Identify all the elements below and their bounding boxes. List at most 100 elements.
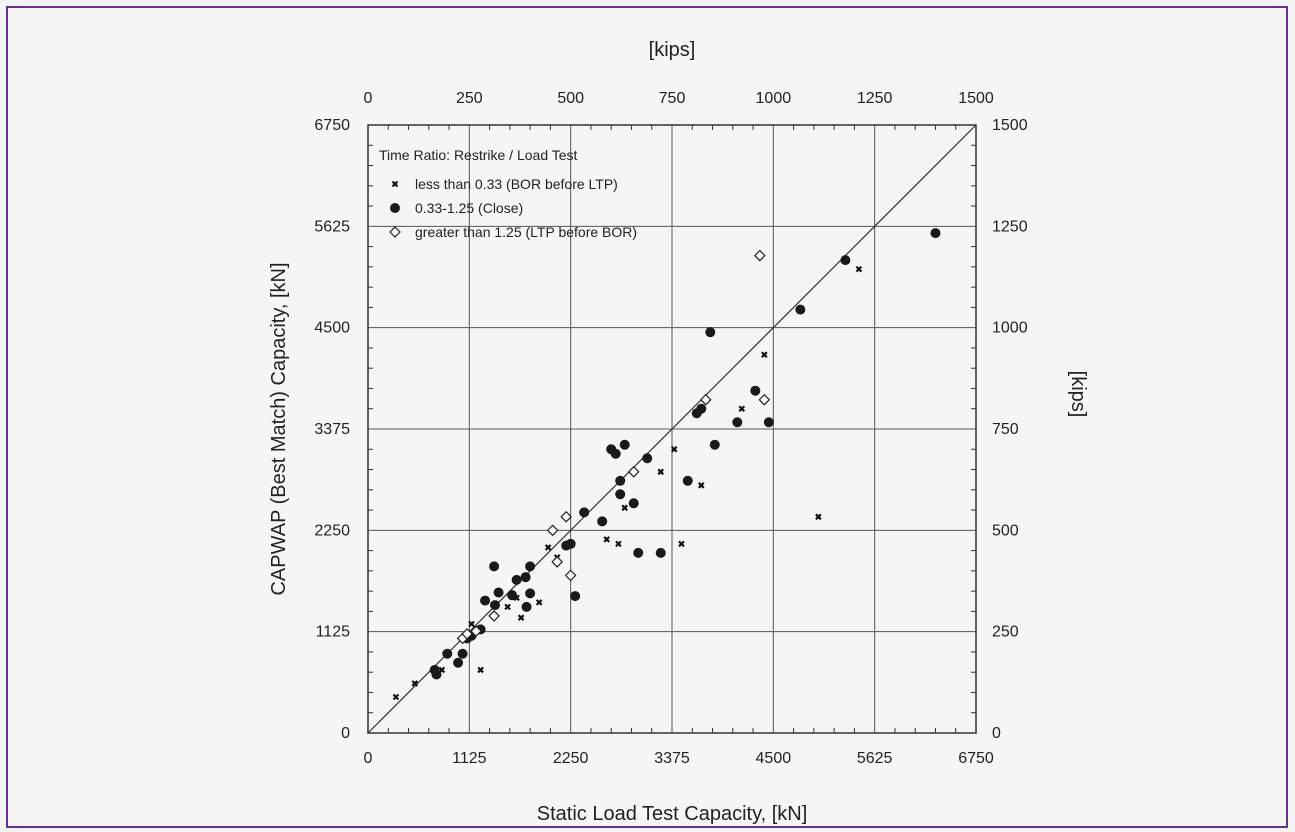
legend-entry-less-than: less than 0.33 (BOR before LTP) [415,176,618,192]
point-less-than [544,544,552,551]
point-close [750,385,761,396]
y-tick-label: 2250 [314,522,350,539]
right-tick-label: 1250 [992,218,1028,235]
point-less-than [761,351,768,358]
point-close [628,498,639,509]
top-tick-label: 250 [456,90,483,107]
top-tick-label: 1000 [756,90,792,107]
legend-markers [389,180,401,238]
point-less-than [603,536,610,543]
point-greater-than [488,610,500,622]
y-axis-label: CAPWAP (Best Match) Capacity, [kN] [268,262,290,595]
point-close [579,507,590,518]
x-tick-label: 6750 [958,750,994,767]
point-close [642,453,653,464]
top-tick-label: 1250 [857,90,893,107]
point-close [705,327,716,338]
point-greater-than [470,625,482,638]
point-close [696,403,707,414]
point-close [493,587,504,598]
point-less-than [517,614,525,621]
top-tick-label: 750 [659,90,686,107]
point-close [763,417,774,428]
point-close [655,547,666,558]
point-close [521,601,532,612]
point-close [525,588,536,599]
point-close [619,439,630,450]
point-close [489,561,500,572]
point-close [930,228,941,239]
point-less-than [657,468,665,476]
legend-entry-greater-than: greater than 1.25 (LTP before BOR) [415,224,637,240]
scatter-chart: 0 1125 2250 3375 4500 5625 6750 0 250 500 750 1000 1… [268,39,1089,825]
point-less-than [504,603,511,611]
right-tick-label: 250 [992,624,1019,641]
point-close [511,574,522,585]
point-less-than [815,513,822,521]
tick-labels: 0 1125 2250 3375 4500 5625 6750 0 250 500 750 1000 1… [314,90,1027,767]
point-close [597,516,608,527]
point-less-than [535,599,543,606]
top-tick-label: 0 [364,90,373,107]
x-tick-label: 0 [364,750,373,767]
point-close [840,255,851,266]
point-less-than [477,666,484,674]
point-close [570,591,581,602]
y-tick-label: 6750 [314,117,350,134]
y-tick-label: 0 [341,725,350,742]
right-axis-label: [kips] [1067,371,1089,418]
point-greater-than [551,556,564,568]
plot-area [367,124,977,734]
point-less-than [738,405,746,413]
x-tick-label: 5625 [857,750,893,767]
point-close [732,417,743,428]
legend-marker [390,203,400,213]
x-tick-label: 3375 [654,750,690,767]
point-less-than [855,265,863,273]
point-greater-than [560,510,573,523]
point-close [709,439,720,450]
point-close [610,448,621,459]
point-close [525,561,536,572]
point-less-than [411,680,419,687]
point-close [682,475,693,486]
right-tick-label: 750 [992,421,1019,438]
legend-title: Time Ratio: Restrike / Load Test [379,147,578,163]
legend: Time Ratio: Restrike / Load Test less th… [379,147,637,240]
top-tick-label: 500 [557,90,584,107]
point-close [490,600,501,611]
y-tick-label: 3375 [314,421,350,438]
point-close [507,590,518,601]
point-close [615,475,626,486]
right-tick-label: 1500 [992,117,1028,134]
point-close [442,648,453,659]
point-close [457,648,468,659]
point-less-than [392,693,400,701]
point-greater-than [546,524,559,537]
legend-marker [391,180,399,188]
right-tick-label: 0 [992,725,1001,742]
legend-entry-close: 0.33-1.25 (Close) [415,200,523,216]
legend-marker [389,226,401,238]
y-tick-label: 4500 [314,320,350,337]
point-greater-than [627,465,640,478]
point-less-than [615,540,622,548]
top-axis-label: [kips] [649,39,696,61]
right-tick-label: 500 [992,522,1019,539]
point-greater-than [699,393,712,406]
point-less-than [621,504,628,512]
point-close [565,538,576,549]
point-less-than [678,540,685,548]
point-close [453,657,464,668]
point-greater-than [758,393,771,406]
x-tick-label: 2250 [553,750,589,767]
point-greater-than [753,249,766,262]
point-greater-than [564,569,577,582]
point-close [633,547,644,558]
point-less-than [697,482,705,489]
y-tick-label: 5625 [314,218,350,235]
point-close [615,489,626,500]
x-axis-label: Static Load Test Capacity, [kN] [537,803,808,825]
right-tick-label: 1000 [992,320,1028,337]
tick-marks [368,125,976,733]
